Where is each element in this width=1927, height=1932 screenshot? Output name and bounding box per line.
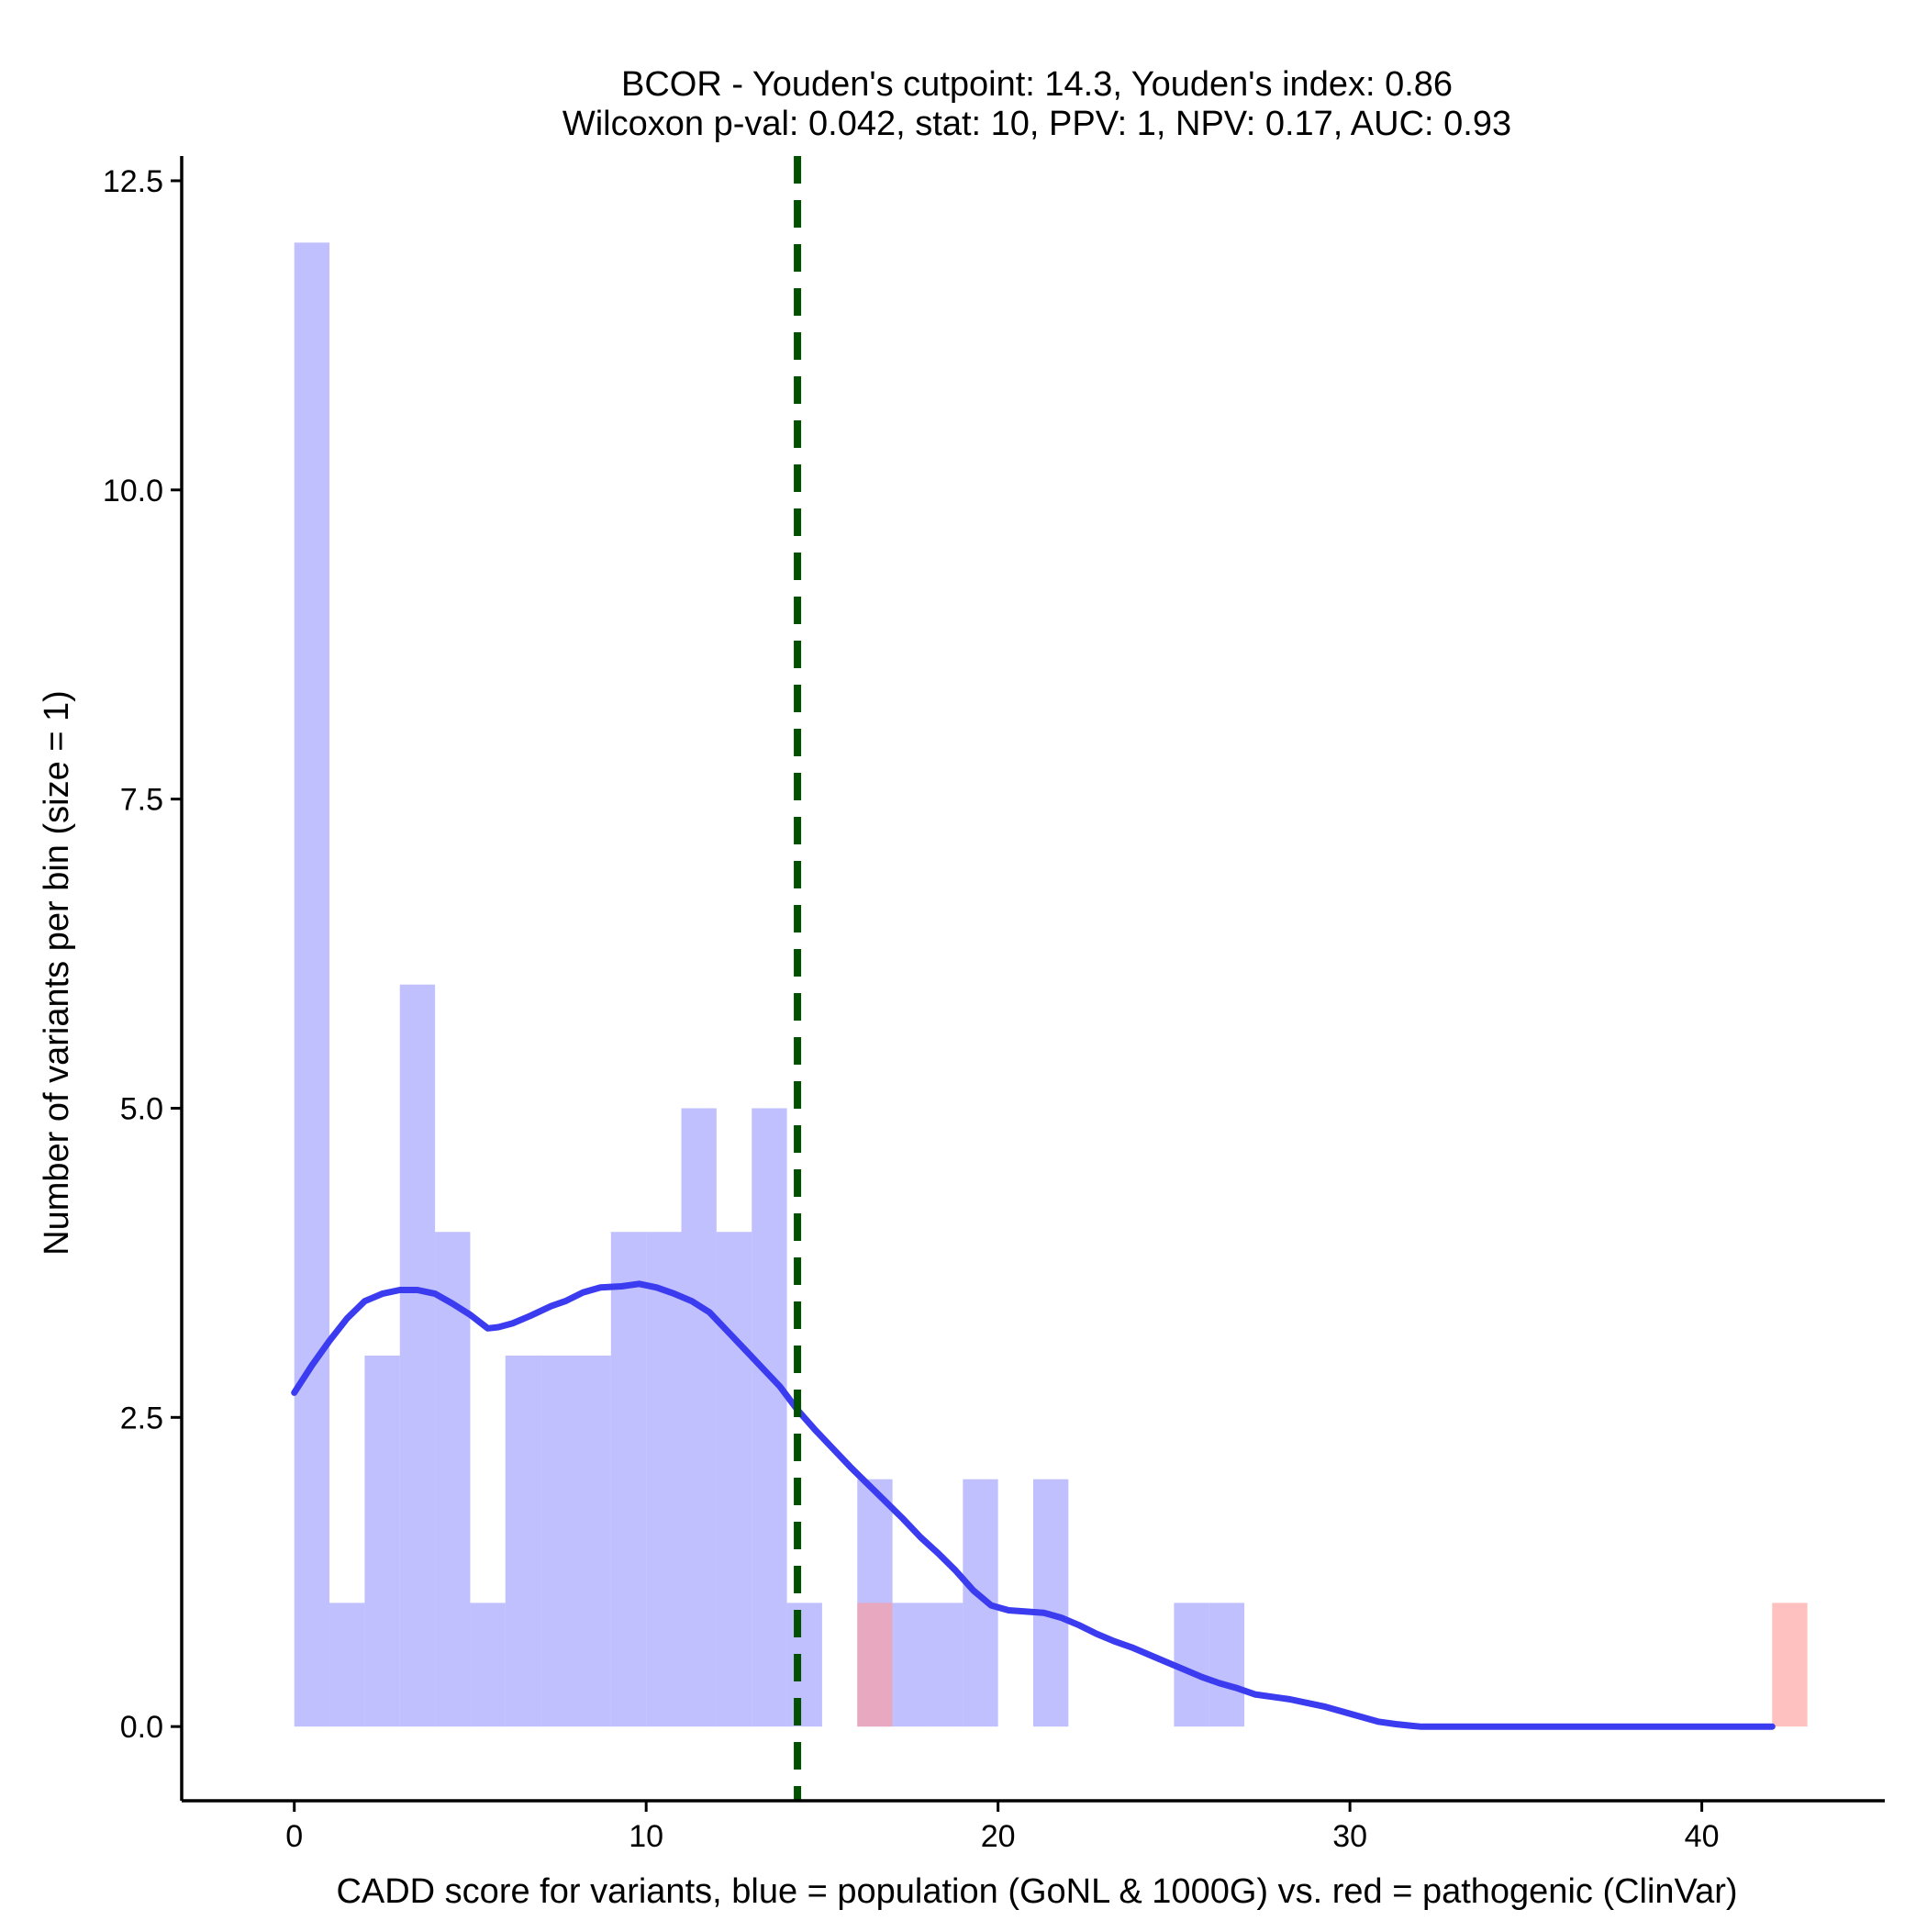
x-tick-label: 40 (1685, 1819, 1720, 1854)
population-bar (786, 1603, 822, 1727)
x-tick-label: 0 (285, 1819, 303, 1854)
x-tick-label: 10 (629, 1819, 663, 1854)
population-bar (329, 1603, 365, 1727)
x-tick-label: 20 (981, 1819, 1016, 1854)
population-bar (540, 1355, 576, 1727)
population-bar (610, 1232, 647, 1727)
chart-title-line-2: Wilcoxon p-val: 0.042, stat: 10, PPV: 1,… (563, 105, 1511, 143)
x-tick-label: 30 (1332, 1819, 1367, 1854)
axes-layer (180, 156, 1885, 1803)
population-bar (752, 1108, 787, 1727)
bars-layer (294, 242, 1808, 1727)
y-tick-label: 7.5 (120, 783, 163, 818)
pathogenic-bar (857, 1603, 893, 1727)
pathogenic-bar (1772, 1603, 1808, 1727)
population-bar (1209, 1603, 1245, 1727)
population-bar (1033, 1479, 1069, 1727)
y-tick-label: 10.0 (103, 474, 163, 508)
y-tick-label: 12.5 (103, 164, 163, 199)
x-axis-label: CADD score for variants, blue = populati… (336, 1872, 1737, 1911)
population-bar (505, 1355, 541, 1727)
ticks-layer: 0 10 20 30 40 0.0 2.5 5.0 7.5 10.0 12.5 (103, 164, 1720, 1854)
population-bar (575, 1355, 611, 1727)
chart-title-line-1: BCOR - Youden's cutpoint: 14.3, Youden's… (621, 65, 1453, 104)
y-axis-label: Number of variants per bin (size = 1) (38, 690, 76, 1256)
y-tick-label: 2.5 (120, 1401, 163, 1435)
population-bar (470, 1603, 506, 1727)
population-bar (646, 1232, 682, 1727)
population-bar (927, 1603, 964, 1727)
population-bar (364, 1355, 400, 1727)
population-bar (716, 1232, 752, 1727)
population-bar (399, 984, 436, 1727)
population-bar (892, 1603, 928, 1727)
population-bar (294, 242, 330, 1727)
y-tick-label: 5.0 (120, 1091, 163, 1126)
density-line (291, 1280, 1776, 1730)
y-tick-label: 0.0 (120, 1710, 163, 1745)
population-bar (681, 1108, 717, 1727)
density-layer (291, 1280, 1776, 1730)
